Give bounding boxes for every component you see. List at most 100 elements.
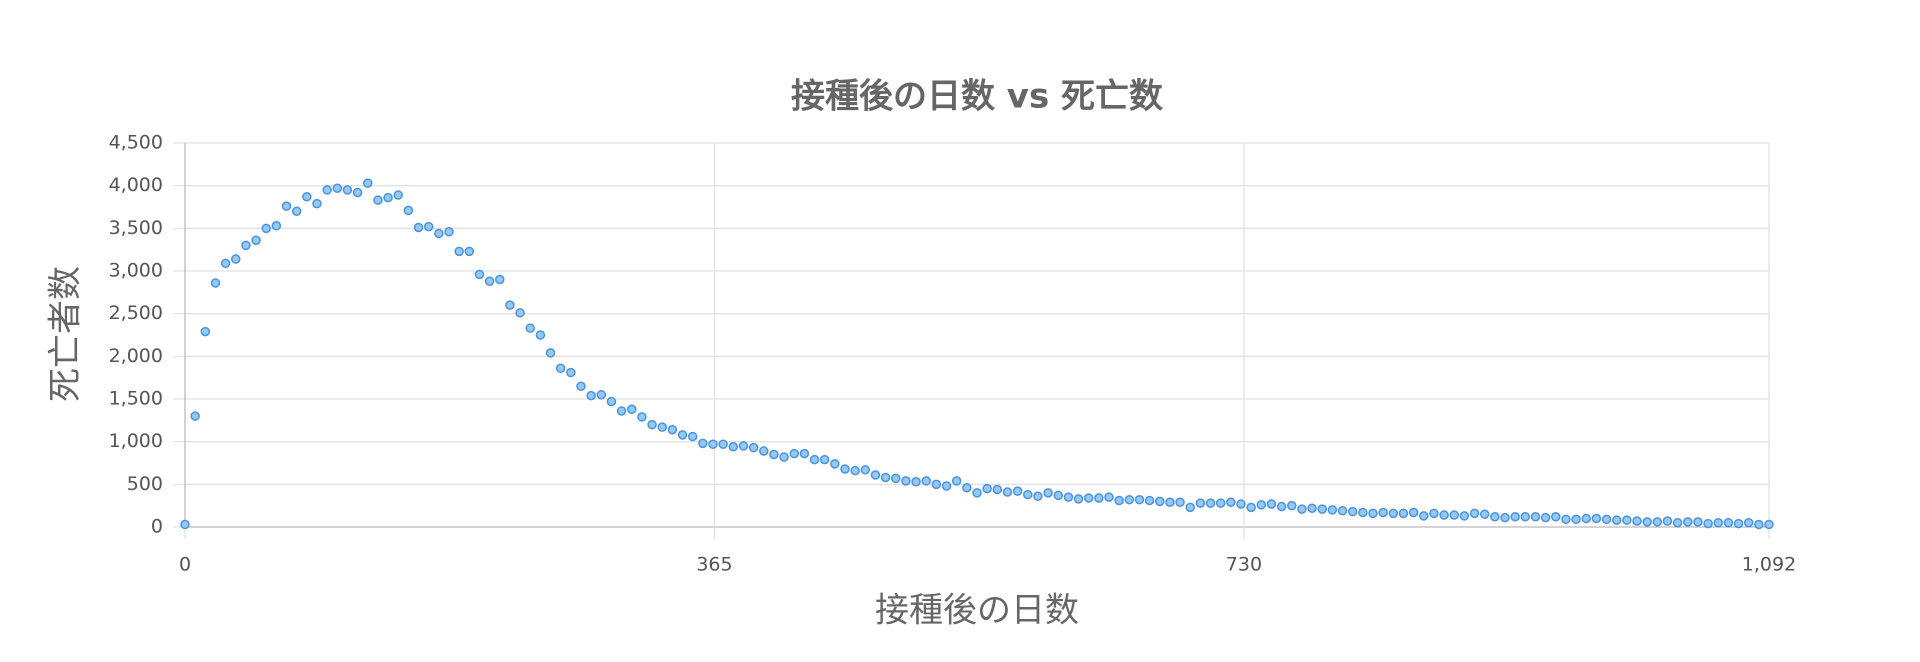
- y-tick-label: 3,500: [109, 217, 163, 239]
- data-point: [261, 223, 271, 234]
- data-point: [1479, 509, 1490, 519]
- data-point: [1287, 500, 1297, 511]
- data-point: [637, 412, 647, 422]
- data-point: [1713, 517, 1723, 528]
- data-point: [220, 258, 231, 269]
- data-point: [941, 481, 952, 491]
- data-point: [231, 254, 241, 264]
- data-point: [393, 190, 403, 200]
- data-point: [992, 484, 1003, 495]
- data-point: [850, 465, 860, 476]
- data-point: [1347, 506, 1358, 517]
- data-point: [1449, 510, 1459, 520]
- data-point: [951, 476, 962, 486]
- data-point: [789, 448, 799, 459]
- data-point: [728, 442, 739, 452]
- data-point: [1398, 508, 1409, 519]
- data-point: [1601, 514, 1612, 525]
- data-point: [769, 449, 779, 460]
- data-point: [535, 330, 546, 340]
- data-point: [1693, 517, 1703, 527]
- data-point: [515, 308, 525, 318]
- data-point: [1703, 518, 1713, 529]
- data-point: [1611, 515, 1622, 525]
- data-point: [1723, 517, 1734, 528]
- y-tick-label: 0: [151, 516, 163, 538]
- data-point: [708, 439, 718, 449]
- data-point: [606, 396, 617, 407]
- data-point: [931, 479, 942, 490]
- data-point: [210, 278, 221, 288]
- data-point: [1469, 508, 1480, 519]
- data-point: [454, 246, 464, 257]
- data-point: [1053, 490, 1063, 501]
- data-point: [1023, 489, 1033, 500]
- data-point: [779, 452, 789, 462]
- data-point: [1276, 501, 1287, 512]
- data-point: [1124, 494, 1135, 505]
- data-point: [363, 178, 373, 188]
- y-tick-label: 2,500: [109, 302, 163, 324]
- data-point: [322, 185, 332, 195]
- data-point: [870, 470, 881, 480]
- data-point: [982, 483, 992, 494]
- y-tick-label: 3,000: [109, 260, 163, 282]
- data-point: [1307, 503, 1317, 513]
- data-point: [738, 441, 749, 451]
- data-point: [434, 228, 444, 239]
- x-tick-label: 1,092: [1742, 554, 1796, 576]
- data-point: [1256, 500, 1267, 510]
- data-point: [860, 465, 871, 475]
- data-point: [180, 519, 190, 530]
- data-point: [1500, 512, 1510, 523]
- data-point: [1754, 519, 1764, 530]
- data-point: [1215, 498, 1226, 508]
- data-point: [972, 488, 982, 498]
- data-point: [464, 246, 475, 257]
- data-point: [1490, 512, 1500, 522]
- data-point: [1195, 498, 1206, 508]
- data-point: [190, 411, 200, 421]
- data-point: [1358, 507, 1368, 518]
- data-point: [525, 323, 535, 333]
- data-point: [1317, 504, 1327, 514]
- data-point: [718, 439, 728, 449]
- data-point: [332, 183, 343, 193]
- data-point: [1439, 510, 1449, 520]
- data-point: [1144, 495, 1155, 506]
- data-point: [1520, 512, 1531, 522]
- data-point: [373, 195, 383, 205]
- data-point: [342, 185, 353, 195]
- data-point: [677, 430, 688, 440]
- data-point: [352, 187, 363, 198]
- data-point: [1185, 502, 1195, 513]
- data-point: [1226, 497, 1236, 508]
- data-point: [1632, 516, 1642, 526]
- data-point: [545, 348, 556, 358]
- data-point: [1743, 517, 1754, 528]
- data-point: [1571, 514, 1581, 525]
- data-point: [891, 473, 901, 484]
- data-point: [880, 472, 891, 483]
- data-point: [586, 390, 596, 401]
- data-point: [1337, 506, 1348, 516]
- y-tick-label: 1,000: [109, 430, 163, 452]
- data-point: [809, 454, 820, 465]
- data-point: [647, 419, 657, 430]
- data-point: [1408, 507, 1419, 518]
- data-point: [687, 431, 698, 442]
- data-point: [1205, 498, 1216, 508]
- x-tick-label: 365: [696, 554, 732, 576]
- y-tick-label: 4,500: [109, 132, 163, 154]
- data-point: [901, 476, 911, 486]
- data-point: [819, 454, 830, 465]
- data-point: [1327, 505, 1338, 515]
- data-point: [1134, 494, 1145, 505]
- data-point: [555, 363, 566, 374]
- data-point: [1459, 511, 1470, 521]
- x-tick-label: 0: [179, 554, 191, 576]
- data-point: [1672, 517, 1683, 528]
- data-point: [271, 221, 282, 231]
- data-point: [474, 269, 485, 280]
